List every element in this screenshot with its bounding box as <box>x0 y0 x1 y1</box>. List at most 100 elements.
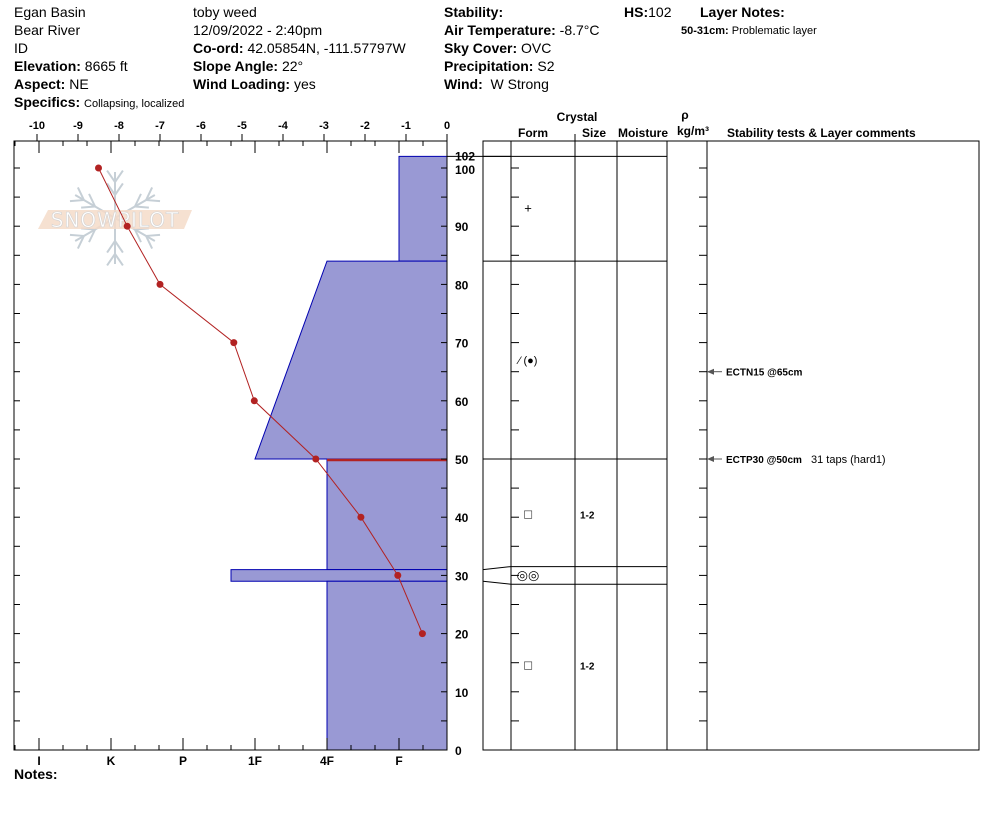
stability-test-comment: 31 taps (hard1) <box>811 454 886 466</box>
test-arrow-icon <box>707 456 714 462</box>
wind-value: W Strong <box>490 76 549 92</box>
hs-label: HS: <box>624 4 649 20</box>
coord-label: Co-ord: <box>193 40 244 56</box>
form-header: Form <box>518 126 548 140</box>
crystal-header: Crystal <box>557 110 598 124</box>
coord-value: 42.05854N, -111.57797W <box>247 40 406 56</box>
stability: Stability: <box>444 4 503 20</box>
temperature-point <box>394 571 402 579</box>
grain-form-symbol: □ <box>524 506 532 521</box>
layer-note: 50-31cm: Problematic layer <box>681 23 817 39</box>
range: Bear River <box>14 22 81 38</box>
depth-tick-label: 50 <box>455 453 469 467</box>
depth-tick-label: 90 <box>455 220 469 234</box>
hardness-tick-label: 4F <box>320 754 334 768</box>
temperature-tick-label: -4 <box>278 120 289 132</box>
layer-connector <box>482 566 512 571</box>
depth-tick-label: 0 <box>455 744 462 758</box>
temperature-tick-label: -6 <box>196 120 206 132</box>
state: ID <box>14 40 28 56</box>
depth-tick-label: 40 <box>455 511 469 525</box>
wind-label: Wind: <box>444 76 483 92</box>
stability-test-label: ECTN15 @65cm <box>726 368 803 379</box>
layer-note-text: Problematic layer <box>731 25 817 37</box>
wind-loading-value: yes <box>293 76 316 92</box>
observer: toby weed <box>193 4 257 20</box>
grain-form-symbol: ⁄ (●) <box>516 355 538 367</box>
layer-connector <box>482 580 512 585</box>
air-temp: Air Temperature: -8.7°C <box>444 22 600 38</box>
temperature-point <box>312 455 320 463</box>
specifics-label: Specifics: <box>14 94 81 110</box>
density-unit-header: kg/m³ <box>677 124 709 138</box>
notes-label: Notes: <box>14 766 58 782</box>
temperature-point <box>250 397 258 405</box>
precip-label: Precipitation: <box>444 58 534 74</box>
hs-value: 102 <box>648 4 672 20</box>
temperature-tick-label: -10 <box>29 120 45 132</box>
aspect-value: NE <box>69 76 89 92</box>
temperature-tick-label: -5 <box>237 120 247 132</box>
temperature-tick-label: -8 <box>114 120 124 132</box>
depth-tick-label: 20 <box>455 628 469 642</box>
grain-form-symbol: □ <box>524 658 532 673</box>
air-temp-label: Air Temperature: <box>444 22 556 38</box>
hardness-tick-label: I <box>37 754 40 768</box>
hardness-bar-0 <box>398 155 448 262</box>
temperature-point <box>123 222 131 230</box>
temperature-point <box>156 280 164 288</box>
temperature-tick-label: 0 <box>444 120 450 132</box>
grain-form-symbol: + <box>524 201 532 216</box>
sky-label: Sky Cover: <box>444 40 518 56</box>
test-arrow-icon <box>707 368 714 375</box>
depth-tick-label: 30 <box>455 569 469 583</box>
depth-tick-label: 70 <box>455 337 469 351</box>
grain-size: 1-2 <box>580 662 595 673</box>
wind: Wind: W Strong <box>444 76 549 92</box>
air-temp-value: -8.7°C <box>559 22 600 38</box>
hardness-tick-label: F <box>395 754 402 768</box>
location: Egan Basin <box>14 4 86 20</box>
elevation-label: Elevation: <box>14 58 81 74</box>
precipitation: Precipitation: S2 <box>444 58 554 74</box>
size-header: Size <box>582 126 606 140</box>
slope-value: 22° <box>281 58 304 74</box>
hardness-tick-label: K <box>107 754 116 768</box>
depth-tick-label: 100 <box>455 163 475 177</box>
depth-tick-label: 60 <box>455 395 469 409</box>
specifics-value: Collapsing, localized <box>84 98 185 110</box>
specifics: Specifics: Collapsing, localized <box>14 94 184 112</box>
temperature-point <box>418 630 426 638</box>
layer-notes-label: Layer Notes: <box>700 4 785 20</box>
slope-label: Slope Angle: <box>193 58 279 74</box>
sky-cover: Sky Cover: OVC <box>444 40 551 56</box>
temperature-point <box>357 513 365 521</box>
aspect-label: Aspect: <box>14 76 66 92</box>
sky-value: OVC <box>521 40 552 56</box>
layer-note-range: 50-31cm: <box>681 25 729 37</box>
aspect: Aspect: NE <box>14 76 89 92</box>
density-header: ρ <box>681 108 688 122</box>
layer-notes-heading: Layer Notes: <box>700 4 785 20</box>
stability-label: Stability: <box>444 4 504 20</box>
moisture-header: Moisture <box>618 126 668 140</box>
grain-size: 1-2 <box>580 510 595 521</box>
notes: Notes: <box>14 766 58 782</box>
coord: Co-ord: 42.05854N, -111.57797W <box>193 40 406 56</box>
datetime: 12/09/2022 - 2:40pm <box>193 22 323 38</box>
temperature-tick-label: -7 <box>155 120 165 132</box>
layer-table-frame <box>482 140 980 751</box>
grain-form-symbol: ◎◎ <box>517 567 540 582</box>
elevation-value: 8665 ft <box>84 58 128 74</box>
temperature-tick-label: -2 <box>360 120 370 132</box>
temperature-tick-label: -3 <box>319 120 329 132</box>
slope: Slope Angle: 22° <box>193 58 303 74</box>
svg-text:SNOWPILOT: SNOWPILOT <box>51 208 180 232</box>
hardness-tick-label: 1F <box>248 754 262 768</box>
hs: HS:102 <box>624 4 671 20</box>
temperature-tick-label: -1 <box>401 120 411 132</box>
depth-tick-label: 80 <box>455 278 469 292</box>
wind-loading-label: Wind Loading: <box>193 76 291 92</box>
stability-test-label: ECTP30 @50cm <box>726 455 802 466</box>
